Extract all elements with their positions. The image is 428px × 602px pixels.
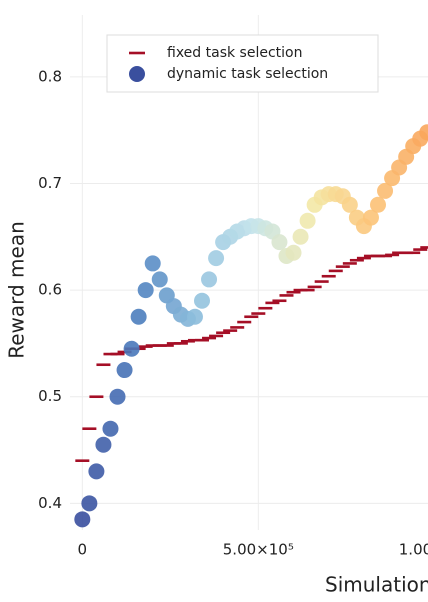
dynamic-point [271, 234, 288, 251]
marks [74, 124, 428, 528]
dynamic-point [74, 511, 91, 528]
dynamic-point [292, 228, 309, 245]
dynamic-point [299, 212, 316, 229]
dynamic-point [285, 244, 302, 261]
dynamic-point [370, 196, 386, 213]
x-axis-label: Simulation steps [325, 573, 428, 597]
dynamic-point [186, 308, 203, 325]
dynamic-point [341, 196, 358, 213]
dynamic-point [377, 182, 394, 199]
y-tick-label: 0.8 [38, 67, 62, 85]
x-tick-label: 5.00×10⁵ [223, 541, 294, 559]
y-tick-label: 0.6 [38, 281, 62, 299]
axes: 0.4 0.5 0.6 0.7 0.8 0 5.00×10⁵ 1.00×10⁶ [38, 67, 428, 558]
legend-box [106, 34, 379, 93]
dynamic-point [95, 436, 112, 453]
y-tick-label: 0.4 [38, 494, 62, 512]
y-tick-label: 0.5 [38, 387, 62, 405]
dynamic-point [151, 271, 168, 288]
dynamic-point [194, 292, 210, 309]
dynamic-point [137, 282, 154, 299]
dynamic-point [201, 271, 218, 288]
legend-label: dynamic task selection [167, 66, 328, 82]
dynamic-point [130, 308, 147, 325]
y-tick-label: 0.7 [38, 174, 62, 192]
dynamic-point [419, 124, 428, 141]
y-axis-label: Reward mean [5, 221, 29, 359]
dynamic-point [362, 209, 379, 226]
dynamic-point [123, 340, 140, 357]
legend: fixed task selection dynamic task selecti… [106, 34, 379, 93]
x-tick-label: 0 [78, 541, 88, 559]
dynamic-point [109, 388, 126, 405]
dynamic-point [144, 255, 161, 272]
x-tick-label: 1.00×10⁶ [399, 541, 428, 559]
legend-label: fixed task selection [167, 45, 302, 61]
dynamic-point [102, 420, 119, 437]
legend-swatch [129, 66, 145, 82]
dynamic-point [81, 495, 98, 512]
dynamic-point [208, 250, 225, 267]
dynamic-point [88, 463, 105, 480]
dynamic-point [116, 362, 133, 379]
